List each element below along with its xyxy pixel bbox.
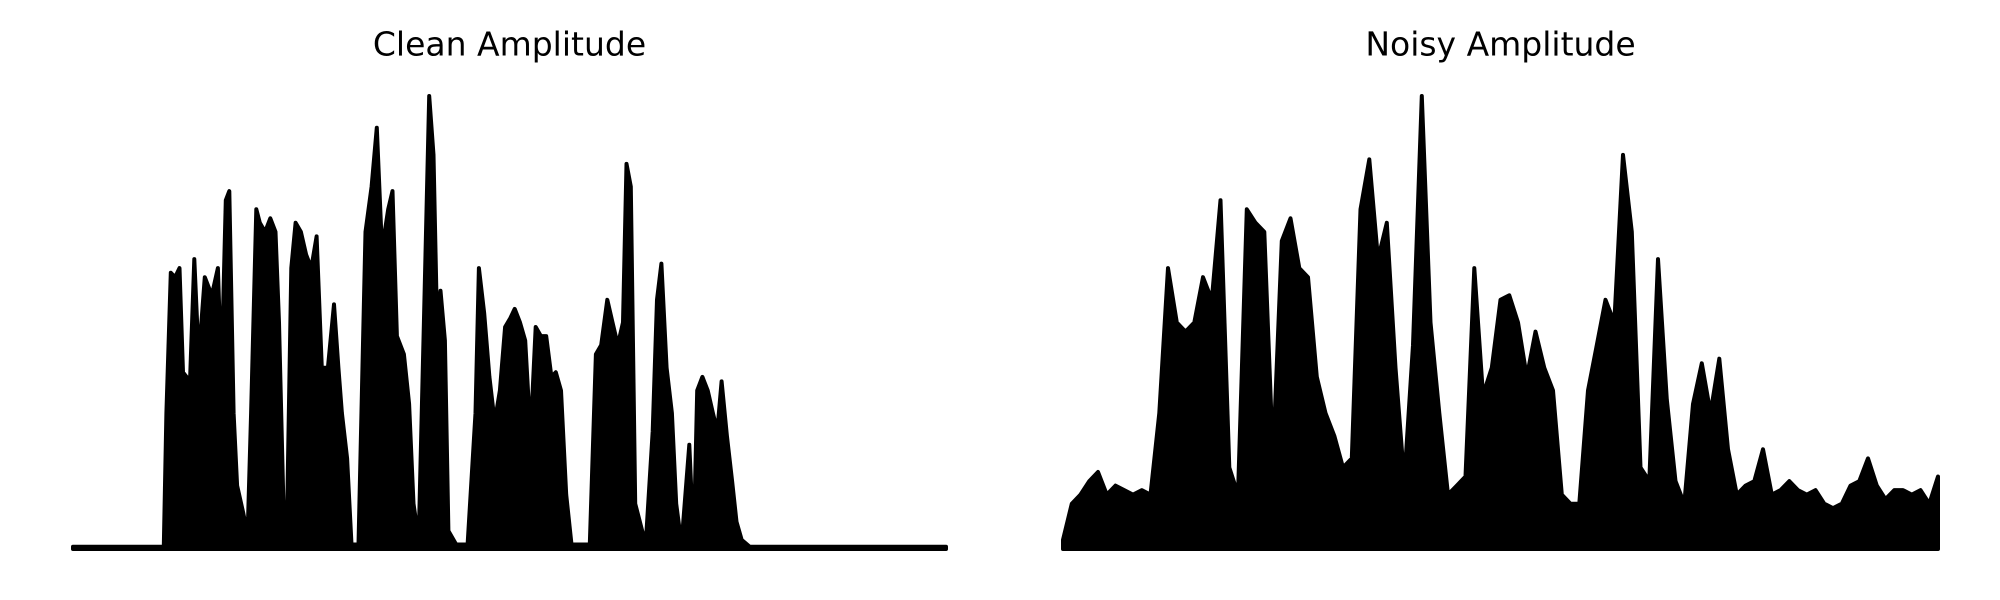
amplitude-area: [1061, 94, 1940, 551]
chart-title: Clean Amplitude: [373, 25, 646, 64]
chart-title: Noisy Amplitude: [1365, 25, 1635, 64]
amplitude-area: [71, 94, 948, 551]
